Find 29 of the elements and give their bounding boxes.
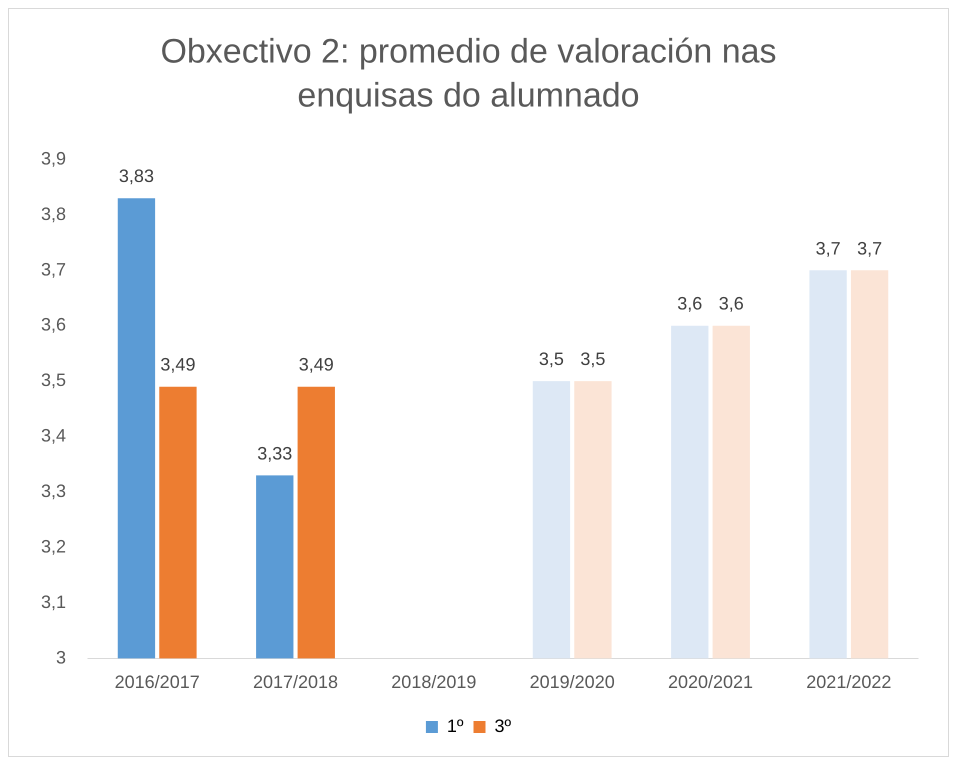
x-tick-label: 2021/2022	[806, 672, 892, 692]
legend-label: 3º	[494, 716, 512, 736]
y-tick-label: 3,6	[40, 314, 66, 335]
y-tick-label: 3,8	[40, 204, 66, 224]
x-tick-label: 2018/2019	[391, 672, 476, 692]
x-tick-label: 2016/2017	[114, 672, 200, 692]
y-tick-label: 3,9	[40, 148, 66, 168]
data-label: 3,5	[538, 349, 564, 370]
x-tick-label: 2019/2020	[530, 672, 615, 692]
data-label: 3,6	[677, 294, 702, 314]
data-label: 3,49	[160, 354, 196, 375]
data-label: 3,33	[257, 443, 292, 464]
data-label: 3,6	[718, 294, 744, 314]
data-label: 3,7	[816, 238, 841, 258]
data-label: 3,7	[857, 238, 882, 258]
y-tick-label: 3,4	[40, 426, 66, 446]
y-tick-label: 3,3	[40, 481, 66, 502]
data-label: 3,5	[580, 349, 606, 370]
x-tick-label: 2017/2018	[252, 672, 338, 692]
y-tick-label: 3,1	[40, 592, 66, 612]
y-tick-label: 3	[56, 647, 66, 668]
legend-label: 1º	[446, 716, 464, 736]
y-tick-label: 3,2	[40, 536, 66, 556]
y-tick-label: 3,5	[40, 370, 66, 390]
x-tick-label: 2020/2021	[668, 672, 754, 692]
y-tick-label: 3,7	[40, 259, 66, 280]
data-label: 3,83	[118, 166, 154, 186]
chart-title: Obxectivo 2: promedio de valoración nas enquisas do alumnado	[160, 32, 777, 115]
data-label: 3,49	[298, 354, 334, 375]
